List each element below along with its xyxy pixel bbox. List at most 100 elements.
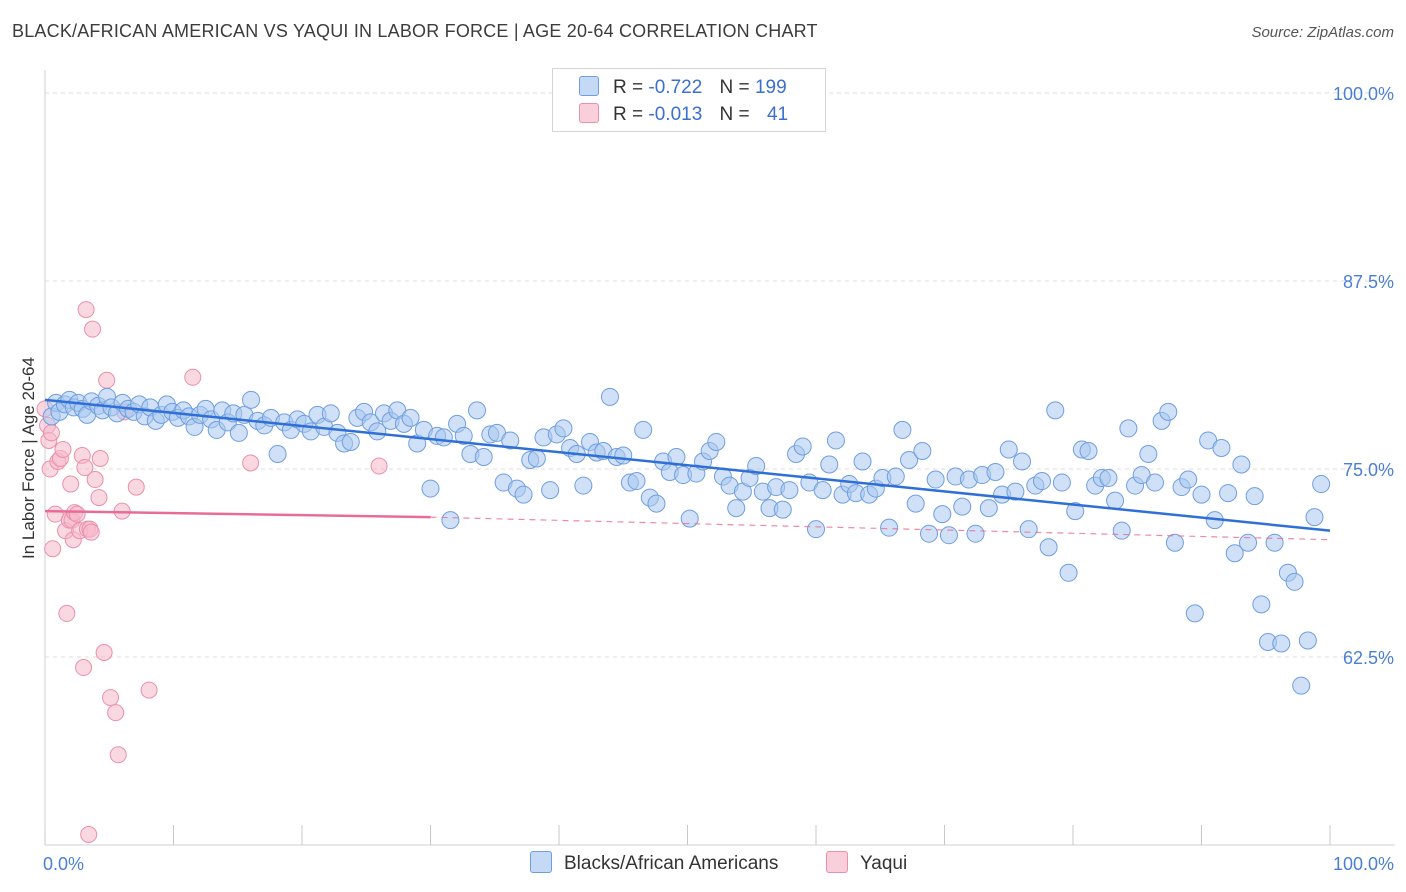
point-yaqui	[90, 489, 108, 507]
trend-line-yaqui-extension	[430, 516, 1331, 541]
trend-lines	[44, 398, 1331, 541]
point-blacks	[953, 497, 972, 516]
point-blacks	[614, 446, 633, 465]
point-blacks	[807, 520, 825, 539]
point-yaqui	[242, 454, 260, 472]
point-blacks	[773, 500, 792, 519]
point-blacks	[1159, 402, 1178, 421]
point-yaqui	[80, 825, 98, 843]
point-blacks	[647, 494, 666, 513]
y-tick-label: 87.5%	[1343, 272, 1394, 292]
point-blacks	[1139, 444, 1158, 463]
point-yaqui	[46, 505, 64, 523]
point-blacks	[979, 499, 998, 518]
point-blacks	[1179, 470, 1198, 489]
legend-n-value: 41	[766, 104, 789, 125]
point-yaqui	[76, 459, 94, 477]
point-blacks	[401, 408, 420, 427]
point-yaqui	[140, 681, 158, 699]
point-yaqui	[77, 301, 95, 319]
legend-r-value: -0.013	[648, 104, 703, 125]
legend-r-value: -0.722	[648, 77, 703, 98]
point-blacks	[1212, 438, 1231, 457]
x-tick-label: 0.0%	[43, 854, 84, 874]
point-blacks	[421, 479, 440, 498]
chart-source: Source: ZipAtlas.com	[1251, 24, 1394, 41]
point-yaqui	[91, 449, 109, 467]
point-yaqui	[54, 440, 72, 458]
point-blacks	[434, 428, 453, 447]
chart-title: BLACK/AFRICAN AMERICAN VS YAQUI IN LABOR…	[12, 21, 818, 41]
point-blacks	[600, 387, 619, 406]
point-blacks	[999, 440, 1018, 459]
point-blacks	[1059, 563, 1078, 582]
point-blacks	[1013, 452, 1032, 471]
point-blacks	[527, 449, 546, 468]
bottom-legend-label: Yaqui	[860, 853, 908, 874]
bottom-swatch-yaqui	[826, 851, 848, 873]
point-yaqui	[102, 689, 120, 707]
point-blacks	[1119, 419, 1138, 438]
point-blacks	[321, 404, 340, 423]
bottom-legend-blacks: Blacks/African Americans	[530, 851, 778, 875]
point-blacks	[747, 457, 766, 476]
point-blacks	[574, 476, 593, 495]
point-yaqui	[95, 643, 113, 661]
point-blacks	[268, 444, 287, 463]
point-blacks	[1112, 521, 1131, 540]
point-blacks	[554, 419, 573, 438]
point-blacks	[501, 431, 520, 450]
point-blacks	[1239, 533, 1258, 552]
point-yaqui	[62, 475, 80, 493]
point-blacks	[793, 437, 812, 456]
point-blacks	[893, 420, 912, 439]
point-blacks	[667, 447, 686, 466]
point-blacks	[1272, 634, 1291, 653]
grid-lines	[45, 92, 1395, 658]
point-blacks	[1145, 473, 1164, 492]
point-blacks	[627, 472, 646, 491]
point-blacks	[1106, 491, 1125, 510]
axis-labels: 62.5% 75.0% 87.5% 100.0% 0.0% 100.0% In Labor …	[19, 84, 1394, 874]
point-blacks	[441, 511, 460, 530]
point-yaqui	[75, 659, 93, 677]
point-blacks	[966, 524, 985, 543]
axes	[44, 70, 1395, 846]
y-tick-label: 75.0%	[1343, 460, 1394, 480]
bottom-swatch-blacks	[530, 851, 552, 873]
point-blacks	[900, 450, 919, 469]
point-yaqui	[98, 371, 116, 389]
point-blacks	[1252, 595, 1271, 614]
yaqui-points	[36, 301, 388, 843]
point-yaqui	[58, 604, 76, 622]
point-blacks	[1298, 631, 1317, 650]
trend-line-yaqui	[44, 509, 431, 519]
point-blacks	[906, 494, 925, 513]
point-blacks	[514, 485, 533, 504]
point-blacks	[1285, 572, 1304, 591]
point-blacks	[826, 431, 845, 450]
point-yaqui	[370, 457, 388, 475]
point-blacks	[1192, 485, 1211, 504]
point-blacks	[1039, 538, 1058, 557]
point-blacks	[820, 455, 839, 474]
point-yaqui	[44, 540, 62, 558]
legend-n-label: N =	[719, 104, 750, 125]
point-blacks	[886, 467, 905, 486]
point-yaqui	[184, 368, 202, 386]
point-yaqui	[84, 320, 102, 338]
point-blacks	[541, 481, 560, 500]
bottom-legend-yaqui: Yaqui	[826, 851, 907, 875]
correlation-legend: R = -0.722 N = 199 R = -0.013 N = 41	[552, 68, 826, 132]
point-blacks	[229, 423, 248, 442]
y-tick-label: 100.0%	[1333, 84, 1394, 104]
point-blacks	[727, 499, 746, 518]
point-blacks	[1312, 475, 1331, 494]
point-blacks	[368, 422, 387, 441]
point-blacks	[933, 505, 952, 524]
point-blacks	[939, 526, 958, 545]
point-blacks	[1185, 604, 1204, 623]
point-blacks	[341, 432, 360, 451]
legend-swatch-yaqui	[579, 103, 599, 123]
